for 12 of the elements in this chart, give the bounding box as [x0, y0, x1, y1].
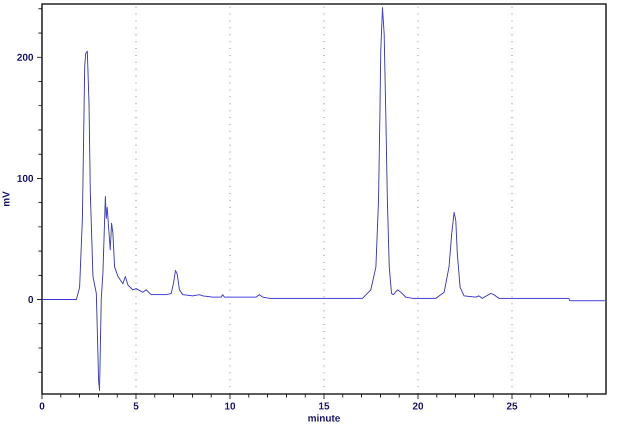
x-tick-label: 25	[506, 402, 518, 410]
x-tick-label: 10	[225, 402, 236, 410]
x-tick-label: 5	[134, 402, 138, 410]
y-tick-label: 0	[28, 296, 34, 304]
y-axis-title: mV	[2, 191, 10, 206]
x-tick-label: 0	[40, 402, 44, 410]
y-tick-label: 100	[17, 174, 34, 182]
x-tick-label: 20	[412, 402, 424, 410]
x-tick-label: 15	[319, 402, 330, 410]
line-series	[42, 7, 606, 391]
y-tick-label: 200	[17, 54, 34, 61]
x-axis-title: minute	[308, 414, 340, 422]
